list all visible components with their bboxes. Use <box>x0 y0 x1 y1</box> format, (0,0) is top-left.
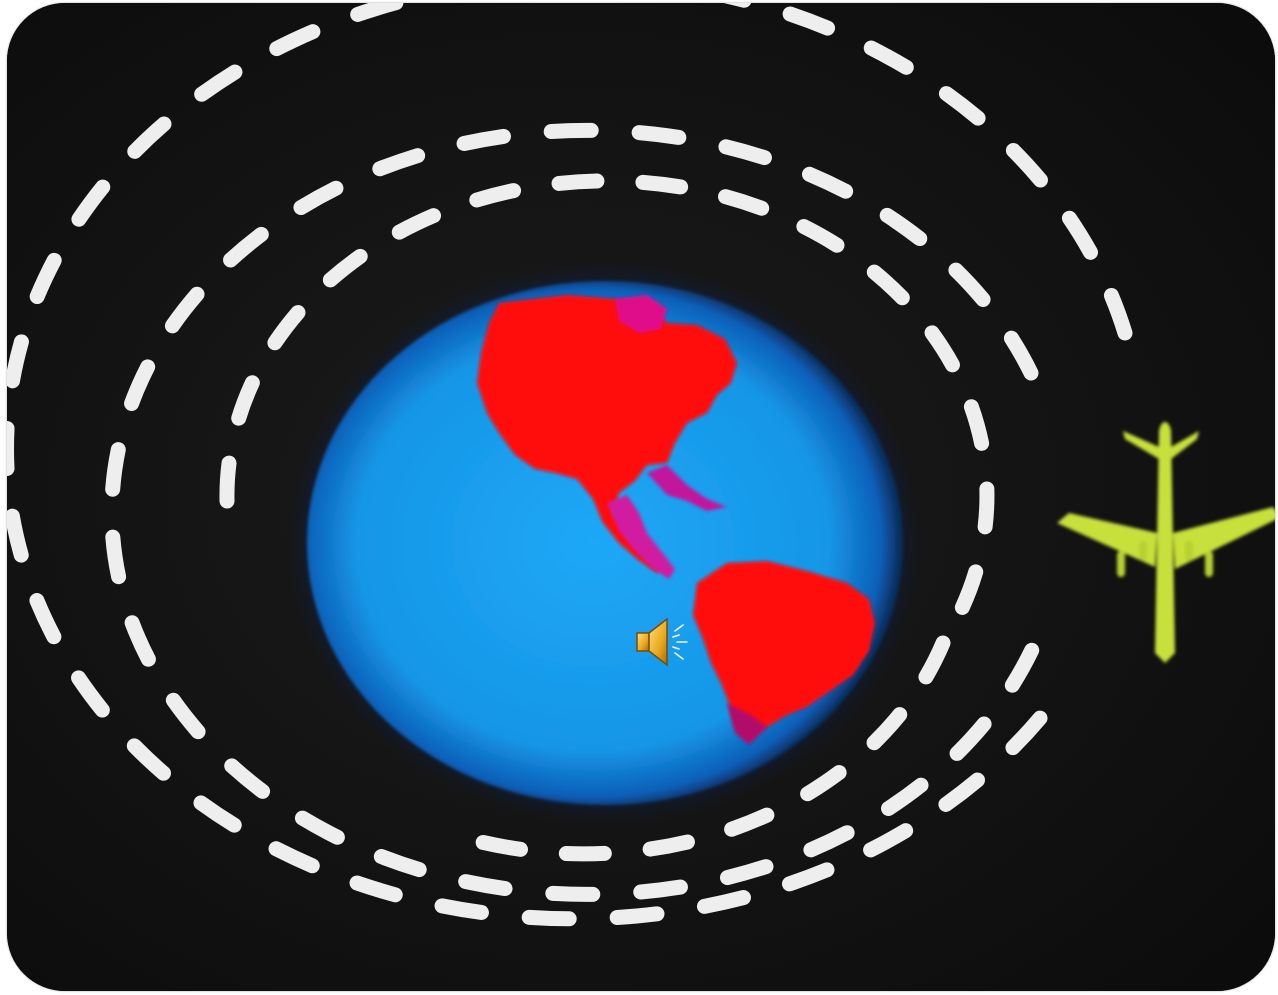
slide-frame <box>7 3 1275 991</box>
airplane-icon <box>1057 422 1275 663</box>
orbit-ring-inner <box>219 173 995 651</box>
orbit-ring-outer <box>7 3 1133 927</box>
globe-icon <box>287 261 923 825</box>
northern-islands <box>615 295 667 333</box>
speaker-icon <box>636 617 688 667</box>
orbit-rings <box>7 3 1133 927</box>
orbit-ring-inner-lower <box>469 635 951 862</box>
south-america <box>693 561 875 739</box>
sound-button[interactable] <box>631 611 695 673</box>
caribbean <box>647 465 727 511</box>
south-america-shadow <box>727 703 767 745</box>
slide-canvas <box>7 3 1275 991</box>
central-america <box>607 495 675 579</box>
north-america <box>477 295 737 573</box>
orbit-ring-middle <box>104 122 1055 902</box>
